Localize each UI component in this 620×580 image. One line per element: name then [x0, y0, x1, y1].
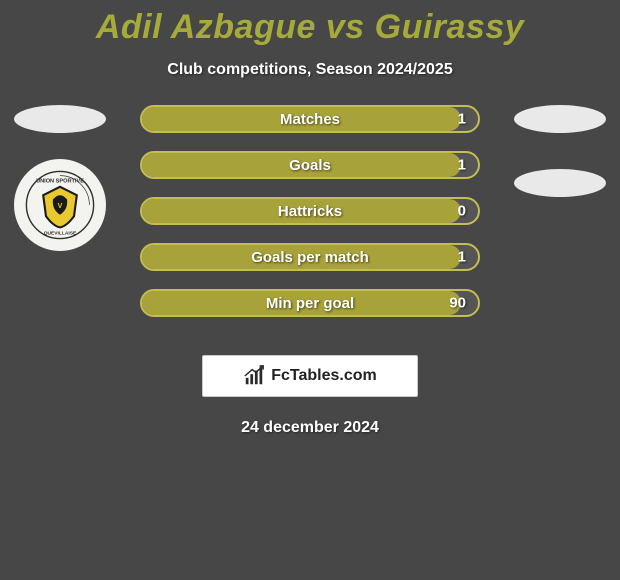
subtitle: Club competitions, Season 2024/2025	[0, 61, 620, 79]
bar-chart-arrow-icon	[243, 365, 265, 387]
stat-value: 1	[458, 249, 466, 266]
player-silhouette-oval	[14, 105, 106, 133]
stat-value: 1	[458, 157, 466, 174]
stat-value: 1	[458, 111, 466, 128]
stat-label: Matches	[280, 111, 340, 128]
club-crest-icon: UNION SPORTIVE QUEVILLAISE V	[25, 170, 95, 240]
stat-label: Goals per match	[251, 249, 369, 266]
stat-value: 90	[449, 295, 466, 312]
page-title: Adil Azbague vs Guirassy	[0, 0, 620, 47]
player-silhouette-oval	[514, 105, 606, 133]
svg-text:UNION SPORTIVE: UNION SPORTIVE	[36, 179, 84, 185]
svg-text:QUEVILLAISE: QUEVILLAISE	[44, 230, 77, 236]
stat-label: Hattricks	[278, 203, 342, 220]
stat-bar: Matches 1	[140, 105, 480, 133]
club-silhouette-oval	[514, 169, 606, 197]
club-badge-left: UNION SPORTIVE QUEVILLAISE V	[14, 159, 106, 251]
svg-text:V: V	[58, 203, 63, 210]
infographic-root: Adil Azbague vs Guirassy Club competitio…	[0, 0, 620, 580]
stat-value: 0	[458, 203, 466, 220]
comparison-arena: UNION SPORTIVE QUEVILLAISE V Matches1Goa…	[0, 105, 620, 325]
stat-bar: Goals per match 1	[140, 243, 480, 271]
stat-label: Goals	[289, 157, 331, 174]
stat-bar: Goals 1	[140, 151, 480, 179]
stat-bar: Hattricks 0	[140, 197, 480, 225]
stat-bar: Min per goal 90	[140, 289, 480, 317]
left-player-column: UNION SPORTIVE QUEVILLAISE V	[14, 105, 106, 251]
stat-bars: Matches 1 Goals 1 Hattricks 0 Goals per match 1…	[140, 105, 480, 317]
right-player-column	[514, 105, 606, 197]
stat-label: Min per goal	[266, 295, 354, 312]
brand-text: FcTables.com	[271, 367, 377, 385]
brand-attribution: FcTables.com	[202, 355, 418, 397]
date-label: 24 december 2024	[0, 419, 620, 437]
